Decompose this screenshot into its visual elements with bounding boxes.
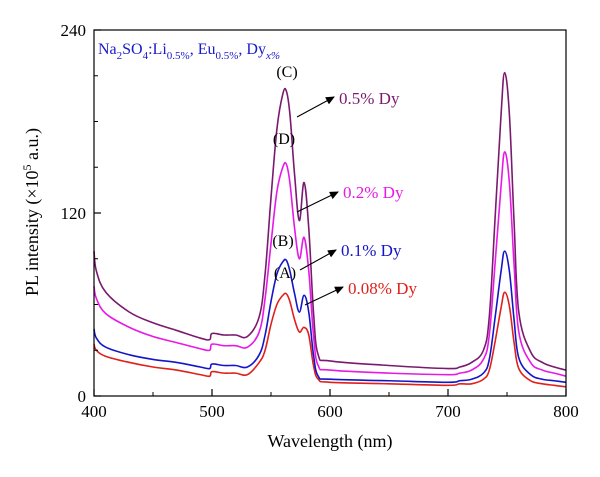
peak-letter: (B) bbox=[272, 233, 293, 250]
peak-letter: (C) bbox=[276, 64, 297, 81]
x-tick-label: 800 bbox=[553, 402, 579, 421]
annotation-arrow bbox=[296, 96, 335, 118]
series-line-4 bbox=[93, 71, 567, 371]
x-tick-label: 400 bbox=[81, 402, 107, 421]
chart-title: Na2SO4:Li0.5%, Eu0.5%, Dyx% bbox=[98, 41, 280, 62]
peak-letter: (D) bbox=[273, 131, 295, 148]
y-axis-label: PL intensity (×105 a.u.) bbox=[20, 128, 43, 296]
y-tick-label: 120 bbox=[61, 204, 87, 223]
series-layer bbox=[93, 71, 567, 388]
x-tick-label: 500 bbox=[199, 402, 225, 421]
y-tick-label: 240 bbox=[61, 21, 87, 40]
peak-letter: (A) bbox=[274, 265, 296, 282]
series-line-2 bbox=[93, 250, 567, 384]
x-tick-label: 700 bbox=[435, 402, 461, 421]
y-tick-label: 0 bbox=[78, 387, 87, 406]
series-label: 0.2% Dy bbox=[343, 183, 404, 202]
series-label: 0.1% Dy bbox=[341, 241, 402, 260]
series-line-1 bbox=[93, 291, 567, 388]
annotation-arrow bbox=[304, 286, 344, 306]
annotation-arrow bbox=[296, 191, 339, 213]
annotation-arrow bbox=[299, 249, 337, 271]
annotations-layer: (C) 0.5% Dy (D) 0.2% Dy (B) 0.1% Dy (A) 0.08% D… bbox=[272, 64, 417, 306]
series-line-3 bbox=[93, 151, 567, 377]
series-label: 0.08% Dy bbox=[348, 279, 417, 298]
series-label: 0.5% Dy bbox=[339, 89, 400, 108]
x-tick-label: 600 bbox=[317, 402, 343, 421]
ticks-layer: 400 500 600 700 800 0 120 240 bbox=[61, 21, 579, 421]
x-axis-label: Wavelength (nm) bbox=[267, 431, 392, 452]
